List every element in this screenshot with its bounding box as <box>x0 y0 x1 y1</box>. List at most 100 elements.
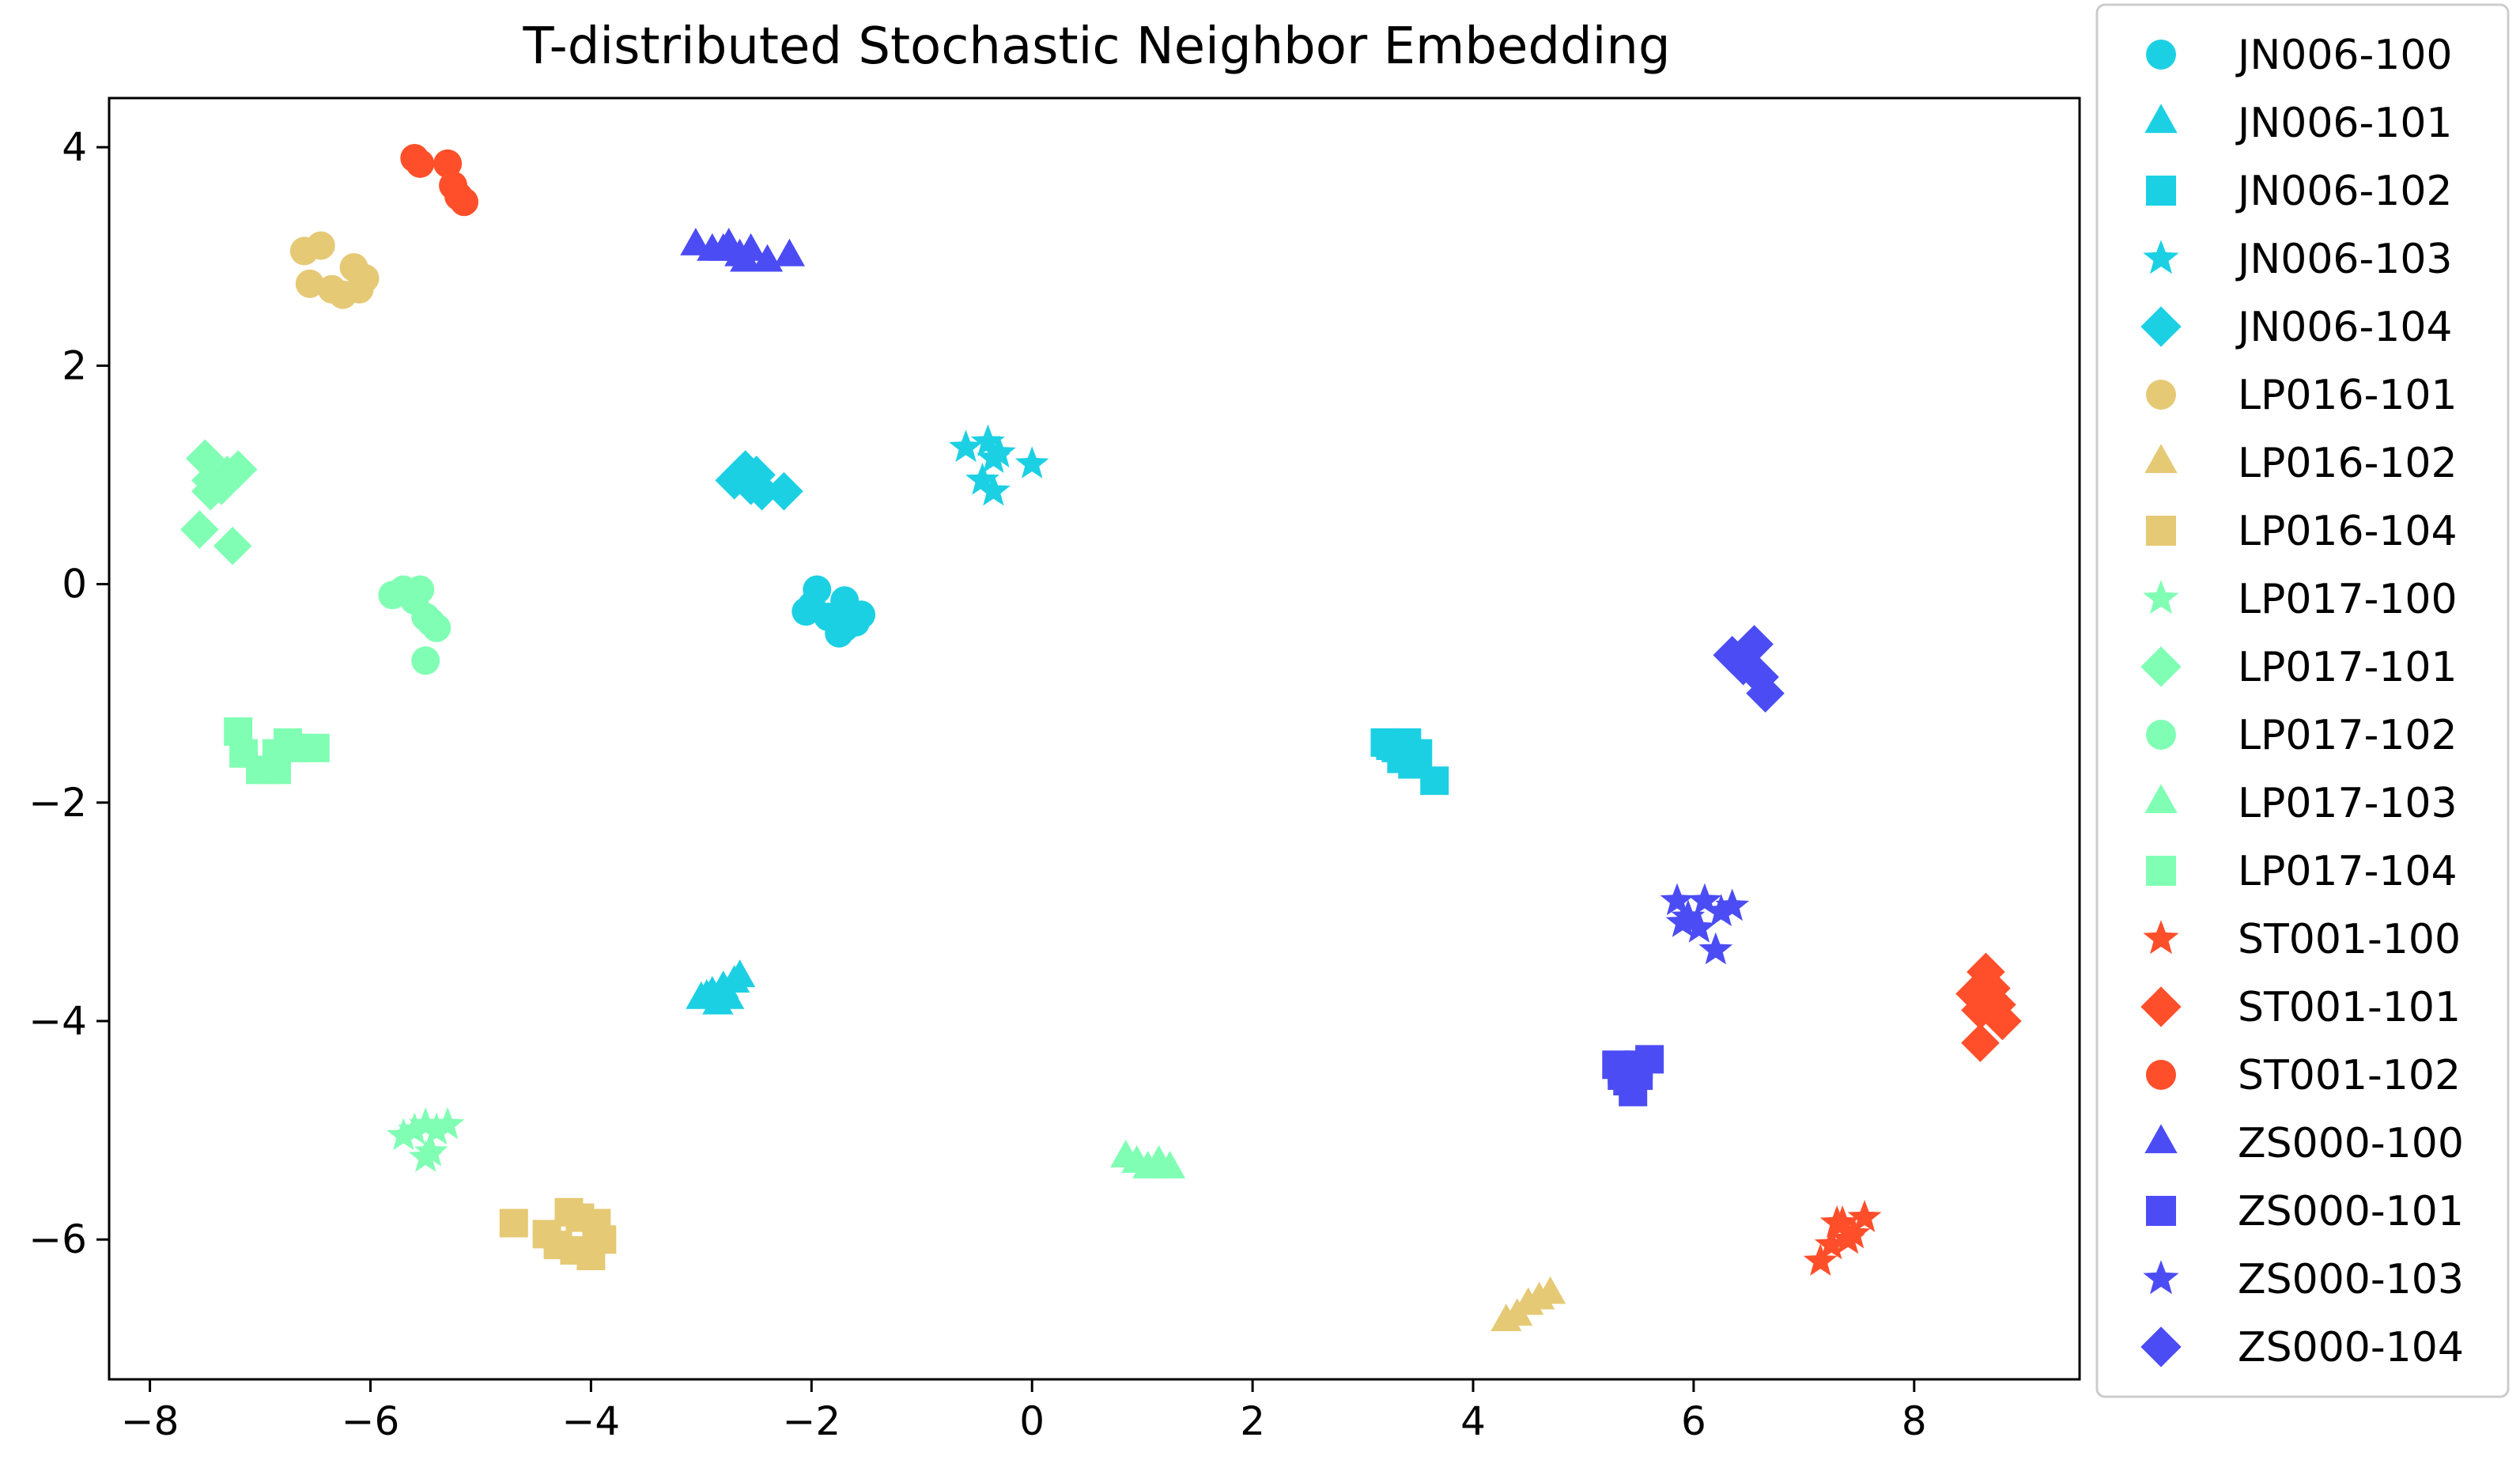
data-point <box>560 1236 589 1265</box>
legend-item: LP017-100 <box>2143 576 2458 623</box>
legend-label: LP017-102 <box>2238 712 2458 759</box>
legend-marker <box>2140 1326 2182 1367</box>
data-point <box>792 597 821 626</box>
series-JN006-104 <box>715 450 803 511</box>
series-LP017-100 <box>386 1106 465 1172</box>
legend-item: JN006-104 <box>2140 304 2453 351</box>
data-point <box>1665 905 1700 937</box>
y-tick-label: 4 <box>62 124 87 170</box>
legend-marker <box>2146 176 2176 206</box>
legend-item: ST001-102 <box>2146 1052 2461 1099</box>
data-point <box>971 424 1005 457</box>
legend-label: JN006-102 <box>2235 168 2453 215</box>
legend-frame <box>2095 3 2510 1398</box>
x-tick-label: 4 <box>1460 1398 1486 1444</box>
data-point <box>680 227 712 255</box>
data-point <box>295 269 324 298</box>
data-point <box>262 739 291 768</box>
series-ST001-100 <box>1803 1200 1882 1276</box>
series-ZS000-104 <box>1713 625 1785 713</box>
legend-item: ZS000-103 <box>2143 1256 2464 1303</box>
y-tick-label: 0 <box>62 562 87 607</box>
x-tick-label: 8 <box>1902 1398 1927 1444</box>
data-point <box>587 1225 617 1254</box>
series-LP017-104 <box>224 717 330 785</box>
series-ZS000-103 <box>1660 883 1750 965</box>
data-point <box>419 1112 454 1145</box>
legend-label: LP017-103 <box>2238 780 2458 827</box>
data-point <box>1698 932 1733 965</box>
legend-label: LP017-101 <box>2238 644 2458 691</box>
legend-label: ZS000-100 <box>2238 1120 2464 1167</box>
series-JN006-102 <box>1370 728 1449 796</box>
data-point <box>1972 969 2011 1008</box>
legend-label: ST001-102 <box>2238 1052 2461 1099</box>
data-point <box>691 979 723 1007</box>
data-point <box>1803 1243 1838 1276</box>
series-JN006-103 <box>949 424 1049 506</box>
data-point <box>720 456 759 494</box>
data-point <box>411 646 440 675</box>
data-point <box>1814 1227 1849 1260</box>
legend-item: LP017-101 <box>2140 644 2458 691</box>
legend-marker <box>2144 784 2178 814</box>
data-point <box>1836 1216 1871 1249</box>
data-point <box>1978 985 2016 1024</box>
data-point <box>224 717 253 747</box>
series-LP017-101 <box>180 439 258 565</box>
legend-marker <box>2144 104 2178 134</box>
data-point <box>430 1106 465 1140</box>
data-point <box>180 510 219 549</box>
data-point <box>1961 990 2000 1030</box>
data-point <box>724 959 756 988</box>
legend-marker <box>2146 40 2176 70</box>
data-point <box>1420 766 1449 796</box>
data-point <box>977 473 1011 506</box>
data-point <box>186 439 225 478</box>
legend-label: ZS000-103 <box>2238 1256 2464 1303</box>
series-LP016-102 <box>1490 1276 1566 1332</box>
legend-marker <box>2143 1260 2179 1295</box>
data-point <box>847 600 876 630</box>
chart-title: T-distributed Stochastic Neighbor Embedd… <box>522 17 1670 76</box>
x-tick-label: 6 <box>1681 1398 1706 1444</box>
x-tick-label: −8 <box>121 1398 179 1444</box>
legend-marker <box>2146 380 2176 410</box>
legend-label: JN006-104 <box>2235 304 2453 351</box>
legend-marker <box>2140 986 2182 1027</box>
data-point <box>1847 1200 1882 1232</box>
data-point <box>1535 1276 1566 1304</box>
legend-marker <box>2143 920 2179 955</box>
legend-item: JN006-103 <box>2143 236 2453 283</box>
y-tick-label: −2 <box>28 780 87 826</box>
legend-item: ZS000-104 <box>2140 1324 2464 1371</box>
data-point <box>400 586 429 615</box>
data-point <box>408 1106 443 1140</box>
legend-marker <box>2146 720 2176 750</box>
data-point <box>1660 883 1694 916</box>
legend-item: LP017-104 <box>2146 848 2458 895</box>
data-point <box>450 187 479 217</box>
data-point <box>1376 731 1405 760</box>
data-point <box>1967 952 2005 992</box>
legend-item: LP017-102 <box>2146 712 2458 759</box>
legend-label: JN006-100 <box>2235 32 2453 79</box>
data-point <box>414 1134 448 1167</box>
data-marks <box>180 143 2022 1332</box>
series-JN006-101 <box>686 959 756 1015</box>
legend-marker <box>2144 444 2178 474</box>
legend-label: ST001-100 <box>2238 916 2461 963</box>
x-tick-label: 2 <box>1240 1398 1265 1444</box>
x-tick-label: −2 <box>782 1398 841 1444</box>
legend-label: ST001-101 <box>2238 984 2461 1031</box>
data-point <box>708 233 739 261</box>
legend-marker <box>2143 240 2179 274</box>
legend-label: LP016-102 <box>2238 440 2458 487</box>
series-JN006-100 <box>792 575 876 648</box>
plot-area-frame <box>108 96 2081 1381</box>
legend-item: JN006-101 <box>2144 100 2453 147</box>
data-point <box>982 435 1016 468</box>
legend-item: LP016-101 <box>2146 372 2458 419</box>
legend-marker <box>2146 516 2176 546</box>
